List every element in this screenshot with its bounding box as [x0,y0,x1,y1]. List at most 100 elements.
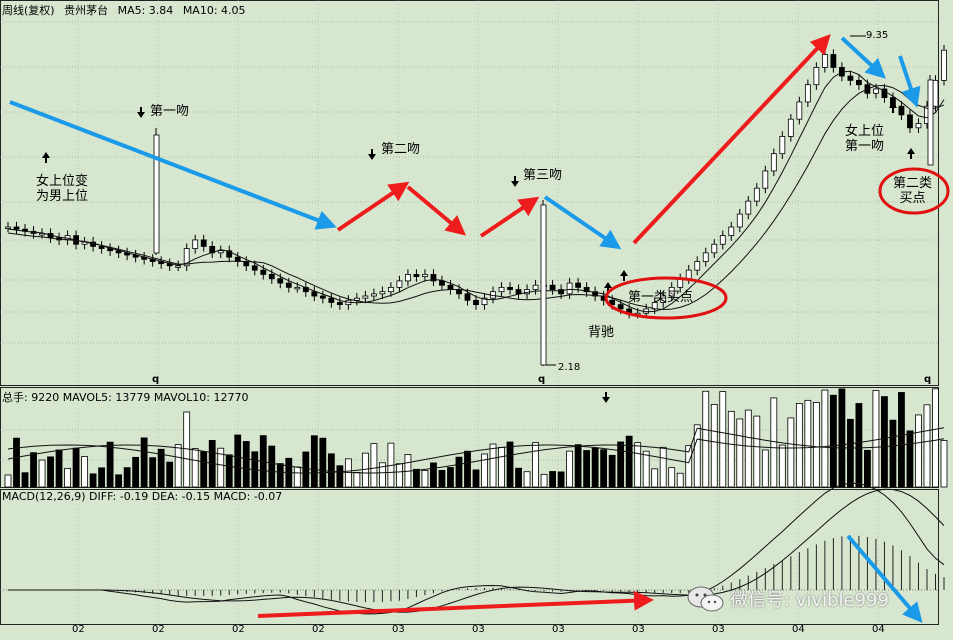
candle-body [927,79,934,166]
arrow-up-red [632,34,831,245]
volume-bar [310,435,318,488]
candle-body [719,235,726,245]
volume-bar [166,461,174,488]
volume-bar [864,449,871,488]
volume-bar [123,467,131,488]
volume-bar [115,474,123,488]
volume-bar [481,453,488,488]
ma10-value: MA10: 4.05 [182,4,246,17]
candle-body [473,299,479,306]
candle-body [285,282,292,288]
arrow-up-red [336,181,410,232]
volume-bar [923,404,931,488]
volume-bar [693,424,701,488]
volume-bar [770,397,778,488]
candle-body [830,54,837,68]
candle-body [226,250,233,258]
ma-line [7,70,945,313]
candle-body [736,213,743,228]
x-tick-label: 04 [872,624,885,635]
panel-border [0,489,939,625]
macd-panel [8,482,945,615]
arrow-up-red [257,590,654,618]
candle-body [907,114,913,129]
arrow-down-blue [840,36,886,79]
volume-bar [710,404,718,488]
candle-body [856,79,862,86]
candle-body [277,278,284,284]
volume-bar [234,434,242,488]
kiss3-label: 第三吻 [523,168,563,183]
up-marker-icon [42,152,50,163]
candle-body [702,252,709,262]
candle-body [115,250,122,254]
volume-bar [302,451,310,488]
volume-bar [276,463,284,488]
candle-body [200,239,207,247]
volume-bar [872,390,880,488]
volume-bar [506,441,514,488]
stock-name: 贵州茅台 [64,4,109,17]
candle-body [617,304,624,310]
volume-bar [64,467,71,488]
candle-body [847,75,854,81]
kiss2-label: 第二吻 [381,142,421,157]
volume-bar [98,467,105,488]
volume-bar [149,457,157,488]
arrow-down-red [406,185,467,236]
volume-bar [702,390,710,488]
volume-bar [591,447,599,488]
x-tick-label: 02 [72,624,85,635]
volume-bar [421,470,429,488]
up-marker-icon [907,148,915,159]
volume-bar [191,448,199,488]
x-tick-label: 02 [232,624,245,635]
volume-bar [829,394,837,488]
volume-bar [719,391,727,488]
buy1-label: 第一类买点 [628,290,694,305]
volume-bar [438,469,446,488]
candle-body [405,274,411,282]
candle-body [379,291,386,295]
volume-bar [30,452,37,488]
candle-body [251,265,258,271]
candle-body [821,54,828,68]
volume-bar [625,435,633,488]
price-header: 周线(复权) 贵州茅台 MA5: 3.84 MA10: 4.05 [2,2,246,18]
watermark: 微信号: vivible999 [686,584,889,614]
x-tick-label: 02 [312,624,325,635]
volume-bar [821,389,829,488]
volume-bar [140,437,148,488]
down-marker-icon [368,149,376,160]
candle-body [540,204,547,366]
volume-bar [583,450,591,488]
volume-bar [200,451,208,488]
volume-bar [396,463,403,488]
candle-body [813,67,820,86]
candle-body [549,284,556,290]
candle-body [668,286,675,297]
volume-bar [855,403,863,488]
volume-bar [642,450,650,488]
volume-bar [906,430,914,488]
down-marker-icon [602,392,610,403]
candle-body [192,239,199,249]
candle-body [430,274,437,282]
candle-body [243,261,250,267]
candle-body [13,226,20,230]
candle-body [711,243,718,254]
candle-body [328,297,335,303]
volume-bar [523,471,531,488]
volume-bar [838,388,846,488]
q-marker: q [152,374,160,385]
volume-bar [38,459,46,488]
volume-bar [489,443,497,488]
volume-bar [319,437,327,488]
candle-body [498,286,505,293]
volume-bar [668,467,676,488]
volume-bar [736,418,744,488]
volume-bar [89,473,97,488]
arrow-up-red [479,196,540,238]
